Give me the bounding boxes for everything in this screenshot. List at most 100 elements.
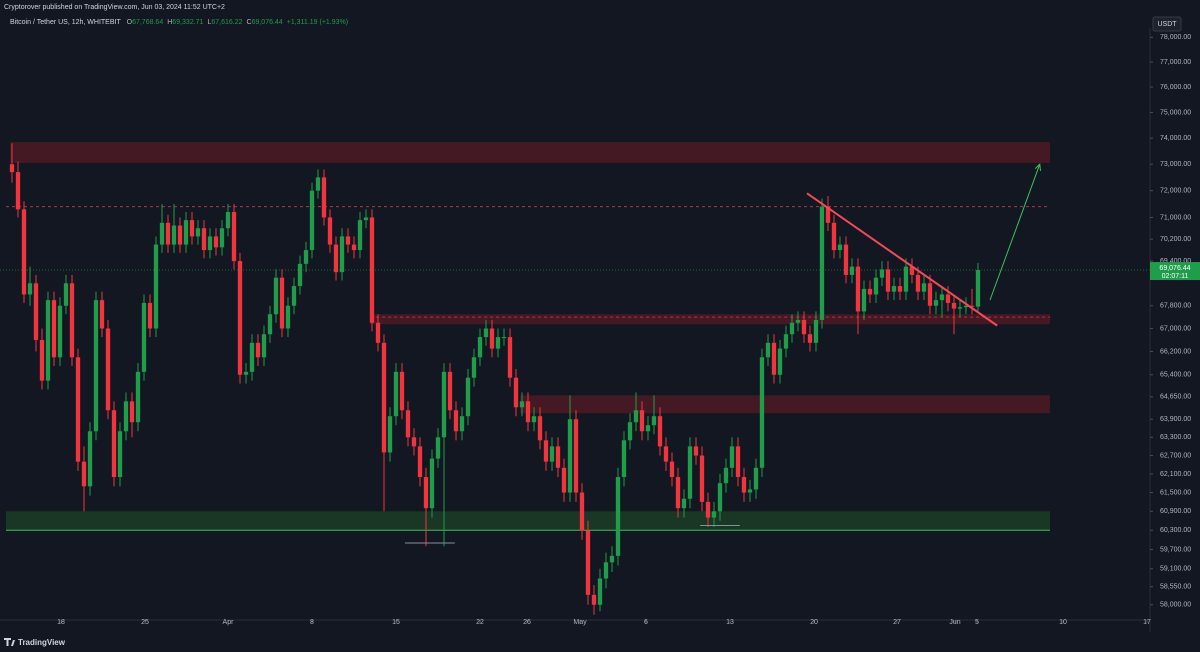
candle-body bbox=[213, 236, 219, 248]
candle-body bbox=[99, 300, 105, 329]
y-tick-label: 74,000.00 bbox=[1160, 135, 1191, 142]
candle-body bbox=[909, 266, 915, 275]
axis-layer: 78,000.00 77,000.00 76,000.00 75,000.00 74,0… bbox=[57, 34, 1200, 626]
y-tick-label: 69,400.00 bbox=[1160, 258, 1191, 265]
y-tick-label: 59,700.00 bbox=[1160, 546, 1191, 553]
candle-body bbox=[495, 337, 501, 349]
x-tick-label: 20 bbox=[810, 619, 818, 626]
candle-body bbox=[399, 371, 405, 411]
ohlc-key: O bbox=[127, 19, 133, 26]
candle-body bbox=[483, 328, 489, 338]
candle-body bbox=[549, 446, 555, 462]
publisher-line: Cryptorover published on TradingView.com… bbox=[4, 4, 225, 11]
candle-body bbox=[699, 455, 705, 502]
x-tick-label: 26 bbox=[523, 619, 531, 626]
candle-body bbox=[795, 319, 801, 323]
symbol-legend: Bitcoin / Tether US, 12h, WHITEBIT O67,76… bbox=[10, 19, 348, 26]
candle-body bbox=[291, 286, 297, 306]
candle-body bbox=[237, 261, 243, 375]
candle-body bbox=[69, 283, 75, 358]
currency-box[interactable] bbox=[1152, 16, 1182, 32]
candle-body bbox=[231, 212, 237, 262]
candle-body bbox=[555, 446, 561, 468]
candle-body bbox=[219, 228, 225, 248]
candle-body bbox=[723, 467, 729, 484]
candle-body bbox=[357, 220, 363, 251]
candle-body bbox=[387, 416, 393, 453]
candle-body bbox=[243, 371, 249, 375]
currency-label[interactable]: USDT bbox=[1157, 21, 1177, 28]
candle-body bbox=[489, 328, 495, 349]
symbol: Bitcoin / Tether US, 12h, WHITEBIT bbox=[10, 19, 121, 26]
x-tick-label: 10 bbox=[1059, 619, 1067, 626]
candle-body bbox=[513, 377, 519, 408]
candle-body bbox=[375, 322, 381, 343]
candle-body bbox=[369, 217, 375, 323]
candle-body bbox=[777, 348, 783, 375]
candle-body bbox=[825, 206, 831, 223]
candle-body bbox=[453, 410, 459, 432]
y-tick-label: 63,300.00 bbox=[1160, 434, 1191, 441]
candle-body bbox=[117, 431, 123, 478]
y-tick-label: 71,000.00 bbox=[1160, 214, 1191, 221]
candle-body bbox=[417, 446, 423, 478]
candle-body bbox=[87, 431, 93, 487]
candle-body bbox=[927, 283, 933, 306]
y-tick-label: 72,000.00 bbox=[1160, 187, 1191, 194]
candle-body bbox=[501, 337, 507, 339]
candle-body bbox=[135, 371, 141, 423]
candle-body bbox=[675, 477, 681, 509]
zone bbox=[370, 314, 1050, 325]
candle-body bbox=[279, 277, 285, 329]
candle-body bbox=[165, 222, 171, 245]
price-tag-label: 69,076.44 bbox=[1159, 265, 1190, 272]
candle-body bbox=[813, 319, 819, 343]
candle-body bbox=[585, 530, 591, 595]
y-tick-label: 61,500.00 bbox=[1160, 489, 1191, 496]
candle-body bbox=[753, 467, 759, 490]
candle-body bbox=[705, 501, 711, 518]
candles-layer bbox=[9, 143, 981, 615]
candle-body bbox=[921, 283, 927, 292]
y-tick-label: 65,400.00 bbox=[1160, 372, 1191, 379]
candle-body bbox=[153, 244, 159, 329]
candle-body bbox=[303, 250, 309, 264]
candle-body bbox=[123, 401, 129, 432]
candle-body bbox=[711, 511, 717, 518]
candle-body bbox=[543, 440, 549, 462]
candle-body bbox=[969, 305, 975, 307]
countdown: 02:07:11 bbox=[1162, 273, 1189, 280]
candle-body bbox=[735, 446, 741, 478]
candle-body bbox=[75, 357, 81, 462]
candle-body bbox=[63, 283, 69, 306]
candle-body bbox=[45, 300, 51, 381]
candle-body bbox=[459, 416, 465, 432]
candle-body bbox=[759, 357, 765, 468]
y-tick-label: 59,100.00 bbox=[1160, 566, 1191, 573]
candle-body bbox=[651, 416, 657, 426]
candle-body bbox=[129, 401, 135, 423]
y-tick-label: 73,000.00 bbox=[1160, 161, 1191, 168]
candle-body bbox=[9, 164, 15, 173]
candle-body bbox=[537, 416, 543, 441]
candle-body bbox=[273, 277, 279, 315]
candle-body bbox=[477, 337, 483, 358]
x-tick-label: Jun bbox=[949, 619, 960, 626]
y-tick-label: 64,650.00 bbox=[1160, 394, 1191, 401]
ohlc-key: L bbox=[207, 19, 211, 26]
candle-body bbox=[411, 437, 417, 447]
candle-body bbox=[351, 244, 357, 251]
candle-body bbox=[861, 288, 867, 312]
candle-body bbox=[21, 209, 27, 295]
candle-body bbox=[201, 228, 207, 251]
candle-body bbox=[591, 594, 597, 605]
candle-body bbox=[603, 562, 609, 579]
candle-body bbox=[225, 212, 231, 229]
x-tick-label: Apr bbox=[223, 619, 235, 626]
candle-body bbox=[333, 244, 339, 273]
candle-body bbox=[15, 172, 21, 210]
y-tick-label: 77,000.00 bbox=[1160, 59, 1191, 66]
candle-body bbox=[285, 305, 291, 329]
y-tick-label: 58,550.00 bbox=[1160, 584, 1191, 591]
